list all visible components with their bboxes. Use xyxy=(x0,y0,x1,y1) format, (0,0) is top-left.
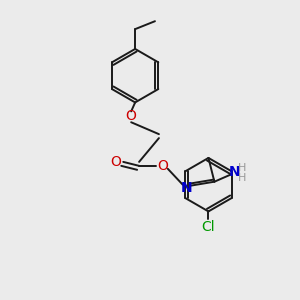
Text: O: O xyxy=(110,155,121,169)
Text: H: H xyxy=(238,163,246,173)
Text: H: H xyxy=(238,173,246,183)
Text: Cl: Cl xyxy=(202,220,215,234)
Text: N: N xyxy=(181,181,193,195)
Text: O: O xyxy=(126,109,136,123)
Text: O: O xyxy=(158,159,168,173)
Text: N: N xyxy=(228,165,240,179)
